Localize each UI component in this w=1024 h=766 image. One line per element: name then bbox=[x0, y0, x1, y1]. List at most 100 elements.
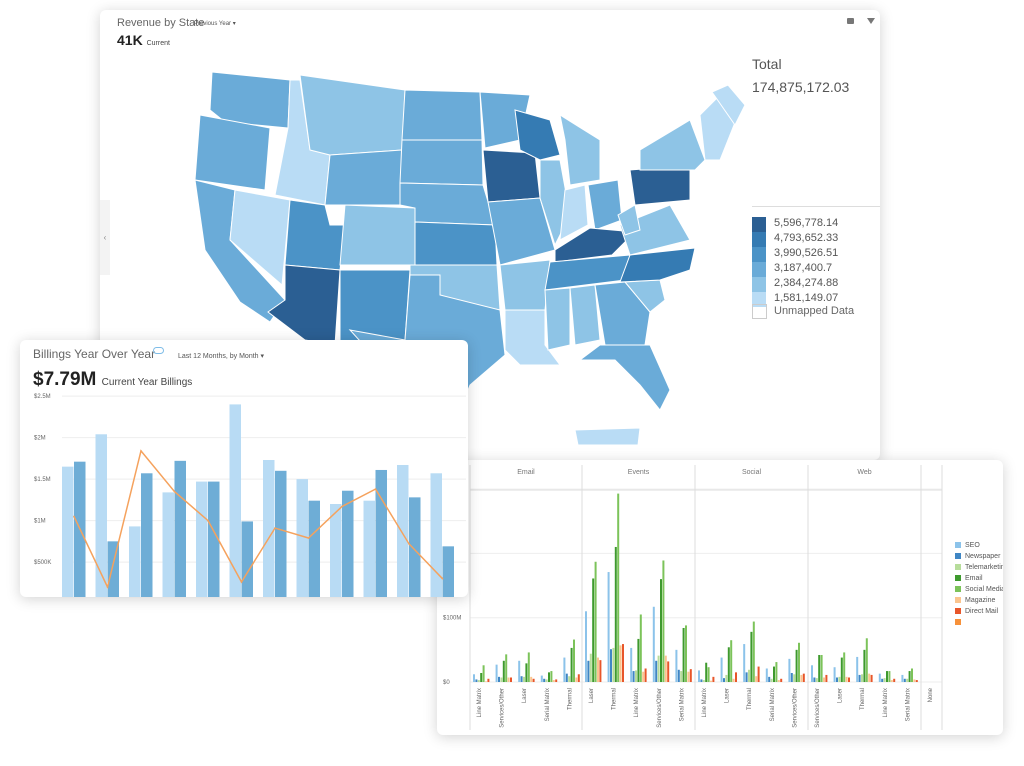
legend-label: 3,990,526.51 bbox=[774, 247, 839, 259]
bar-seo bbox=[495, 664, 498, 682]
card-title: Revenue by State bbox=[117, 17, 205, 29]
trend-point bbox=[307, 537, 310, 539]
x-tick-label: Laser bbox=[522, 688, 528, 703]
bar-seo bbox=[878, 673, 881, 682]
y-tick-label: $1M bbox=[34, 519, 46, 525]
y-tick-label: $100M bbox=[443, 616, 461, 622]
legend-swatch bbox=[752, 262, 766, 277]
bar-prior-year bbox=[62, 466, 74, 597]
x-tick-label: Serial Matrix bbox=[770, 688, 776, 721]
bar-newspaper bbox=[813, 677, 816, 682]
legend-swatch bbox=[955, 597, 961, 604]
state-region bbox=[299, 74, 406, 156]
bar-magazine bbox=[823, 677, 825, 682]
bar-current-year bbox=[208, 481, 220, 597]
state-region bbox=[324, 149, 403, 206]
bar-magazine bbox=[868, 673, 871, 682]
bar-email bbox=[570, 647, 573, 682]
bar-current-year bbox=[141, 473, 153, 597]
comment-icon[interactable] bbox=[847, 18, 854, 24]
bar-direct-mail bbox=[689, 669, 692, 682]
bar-magazine bbox=[552, 680, 555, 682]
state-region bbox=[401, 89, 483, 141]
kpi: $7.79M Current Year Billings bbox=[33, 369, 192, 391]
bar-direct-mail bbox=[870, 674, 873, 682]
bar-telemarketing bbox=[477, 680, 480, 682]
bar-magazine bbox=[619, 645, 622, 682]
bar-telemarketing bbox=[838, 676, 841, 682]
bar-current-year bbox=[275, 470, 287, 597]
bar-email bbox=[525, 663, 528, 682]
bar-seo bbox=[652, 606, 655, 682]
legend-swatch bbox=[955, 575, 961, 582]
bar-telemarketing bbox=[770, 678, 773, 682]
legend-swatch bbox=[955, 619, 961, 626]
x-tick-label: Thermal bbox=[860, 688, 866, 710]
filter-icon[interactable] bbox=[867, 18, 875, 24]
bar-newspaper bbox=[700, 679, 703, 682]
x-tick-label: Line Matrix bbox=[702, 688, 708, 717]
kpi-label: Current bbox=[146, 40, 170, 47]
state-region bbox=[711, 84, 746, 126]
bar-current-year bbox=[442, 546, 454, 597]
bar-social-media bbox=[573, 639, 575, 682]
bar-telemarketing bbox=[815, 678, 818, 682]
trend-point bbox=[408, 543, 410, 545]
bar-direct-mail bbox=[893, 678, 896, 682]
bar-social-media bbox=[865, 638, 868, 682]
bar-email bbox=[908, 671, 911, 682]
legend-label: 5,596,778.14 bbox=[774, 217, 839, 229]
bar-newspaper bbox=[610, 649, 612, 682]
state-region bbox=[559, 184, 589, 241]
bar-telemarketing bbox=[725, 674, 728, 682]
map-legend: 5,596,778.14 4,793,652.33 3,990,526.51 3,18… bbox=[752, 206, 880, 307]
period-dropdown[interactable]: Previous Year ▾ bbox=[194, 21, 236, 27]
bar-prior-year bbox=[95, 434, 107, 597]
trend-line bbox=[73, 449, 444, 590]
bar-social-media bbox=[617, 493, 620, 682]
bar-seo bbox=[788, 658, 791, 682]
bar-telemarketing bbox=[748, 669, 750, 682]
trend-point bbox=[207, 519, 209, 522]
x-tick-label: None bbox=[928, 687, 934, 702]
bar-newspaper bbox=[565, 673, 568, 682]
period-dropdown[interactable]: Last 12 Months, by Month ▾ bbox=[178, 353, 265, 360]
legend-swatch bbox=[955, 542, 961, 549]
state-region bbox=[629, 164, 691, 206]
bar-telemarketing bbox=[500, 677, 503, 682]
legend-swatch bbox=[955, 608, 961, 615]
collapse-handle-icon[interactable]: ‹ bbox=[100, 200, 110, 275]
trend-point bbox=[374, 488, 377, 490]
billings-bar-line-chart: $2.5M $2M $1.5M $1M $500K bbox=[34, 394, 466, 597]
legend-swatch bbox=[955, 586, 961, 593]
bar-telemarketing bbox=[523, 676, 525, 682]
y-tick-label: $0 bbox=[443, 680, 450, 686]
legend-item: Direct Mail bbox=[955, 608, 1003, 619]
bar-seo bbox=[540, 675, 543, 682]
bar-newspaper bbox=[475, 679, 478, 682]
bar-newspaper bbox=[881, 678, 884, 682]
legend-label: 4,793,652.33 bbox=[774, 232, 839, 244]
bar-seo bbox=[585, 611, 587, 682]
bar-social-media bbox=[752, 621, 755, 682]
bar-email bbox=[637, 638, 640, 682]
bar-email bbox=[840, 657, 843, 682]
bar-newspaper bbox=[520, 676, 523, 682]
bar-telemarketing bbox=[680, 671, 683, 682]
state-region bbox=[482, 149, 541, 203]
bar-email bbox=[750, 631, 753, 682]
bar-social-media bbox=[730, 640, 733, 682]
state-region bbox=[578, 344, 671, 411]
facet-label: Events bbox=[628, 469, 650, 476]
legend-item: Email bbox=[955, 575, 1003, 586]
legend-label: 2,384,274.88 bbox=[774, 277, 839, 289]
bar-magazine bbox=[732, 678, 735, 682]
bar-prior-year bbox=[129, 526, 141, 597]
us-choropleth-map[interactable] bbox=[100, 10, 880, 460]
faceted-bar-chart: $100M $0 Email Events Social Web Line Matrix Se… bbox=[443, 465, 943, 730]
x-tick-label: Line Matrix bbox=[883, 688, 889, 717]
state-region bbox=[414, 221, 498, 266]
state-region bbox=[399, 139, 484, 186]
bar-newspaper bbox=[498, 676, 500, 682]
bar-current-year bbox=[308, 500, 320, 597]
